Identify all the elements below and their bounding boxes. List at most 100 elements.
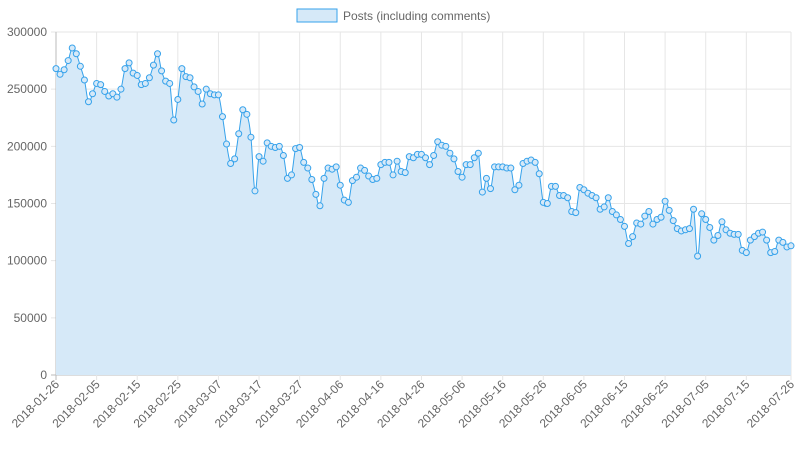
data-point [535, 170, 543, 178]
data-point [344, 198, 352, 206]
data-point [543, 200, 551, 207]
data-point [76, 62, 84, 70]
data-point [239, 106, 247, 114]
data-point [190, 83, 198, 91]
data-point [669, 217, 677, 225]
data-point [621, 222, 629, 230]
data-point [641, 212, 649, 220]
data-point [604, 194, 612, 202]
data-point [353, 173, 360, 181]
data-point [616, 216, 624, 224]
data-point [474, 149, 482, 157]
data-point [312, 190, 320, 198]
data-point [551, 182, 559, 190]
y-axis-tick-labels: 0 50000 100000 150000 200000 250000 300000 [7, 25, 47, 382]
data-point [665, 206, 673, 214]
data-point [446, 149, 454, 157]
data-point [629, 233, 637, 241]
data-point [68, 44, 76, 52]
data-point [718, 218, 726, 226]
data-point [89, 90, 97, 98]
data-point [487, 185, 494, 193]
data-point [710, 236, 718, 244]
data-point [694, 252, 702, 260]
data-point [279, 151, 287, 159]
data-point [478, 188, 486, 196]
data-point [685, 225, 693, 233]
data-point [214, 91, 222, 99]
data-point [166, 79, 174, 87]
data-point [227, 159, 235, 167]
data-point [202, 85, 210, 93]
legend-swatch [296, 8, 338, 23]
legend[interactable]: Posts (including comments) [296, 8, 490, 23]
data-point [288, 171, 296, 179]
series-points [52, 44, 795, 260]
data-point [482, 174, 490, 182]
data-point [332, 163, 340, 171]
data-point [706, 224, 714, 232]
data-point [361, 166, 369, 174]
data-point [600, 203, 608, 211]
data-point [698, 210, 706, 218]
data-point [113, 93, 121, 101]
data-point [734, 230, 742, 238]
data-point [101, 87, 109, 95]
data-point [336, 181, 344, 189]
y-tick-label: 250000 [7, 82, 47, 96]
data-point [389, 171, 397, 179]
data-point [470, 154, 478, 162]
data-point [247, 133, 255, 141]
data-point [125, 59, 133, 67]
data-point [426, 161, 434, 169]
data-point [316, 202, 324, 210]
data-point [178, 65, 186, 73]
data-point [625, 240, 633, 248]
x-axis-tick-labels: 2018-01-262018-02-052018-02-152018-02-25… [9, 377, 798, 431]
data-point [454, 167, 462, 175]
data-point [80, 76, 88, 84]
data-point [430, 151, 438, 159]
data-point [158, 67, 166, 75]
data-point [251, 187, 259, 195]
data-point [373, 174, 381, 182]
data-point [661, 197, 669, 205]
data-point [259, 157, 267, 165]
data-point [56, 70, 64, 78]
data-point [787, 242, 795, 250]
data-point [320, 174, 328, 182]
data-point [511, 186, 519, 194]
data-point [759, 228, 767, 236]
data-point [84, 98, 92, 106]
data-point [458, 173, 466, 181]
data-point [466, 161, 474, 169]
y-tick-label: 150000 [7, 197, 47, 211]
data-point [174, 95, 182, 103]
data-point [223, 140, 231, 148]
data-point [771, 248, 779, 256]
data-point [422, 154, 430, 162]
data-point [255, 153, 263, 161]
data-point [218, 113, 226, 121]
data-point [72, 50, 80, 58]
data-point [170, 116, 178, 124]
data-point [133, 71, 141, 79]
data-point [572, 209, 580, 217]
data-point [401, 169, 409, 177]
y-tick-label: 300000 [7, 25, 47, 39]
data-point [97, 81, 105, 89]
y-tick-label: 200000 [7, 139, 47, 153]
data-point [141, 79, 149, 87]
data-point [235, 130, 243, 138]
data-point [194, 87, 202, 95]
series-layer [52, 44, 795, 375]
y-tick-label: 50000 [14, 311, 48, 325]
data-point [442, 142, 450, 150]
data-point [121, 65, 129, 73]
data-point [393, 157, 401, 165]
data-point [649, 220, 657, 228]
data-point [304, 164, 312, 172]
data-point [64, 57, 72, 65]
data-point [702, 216, 710, 224]
